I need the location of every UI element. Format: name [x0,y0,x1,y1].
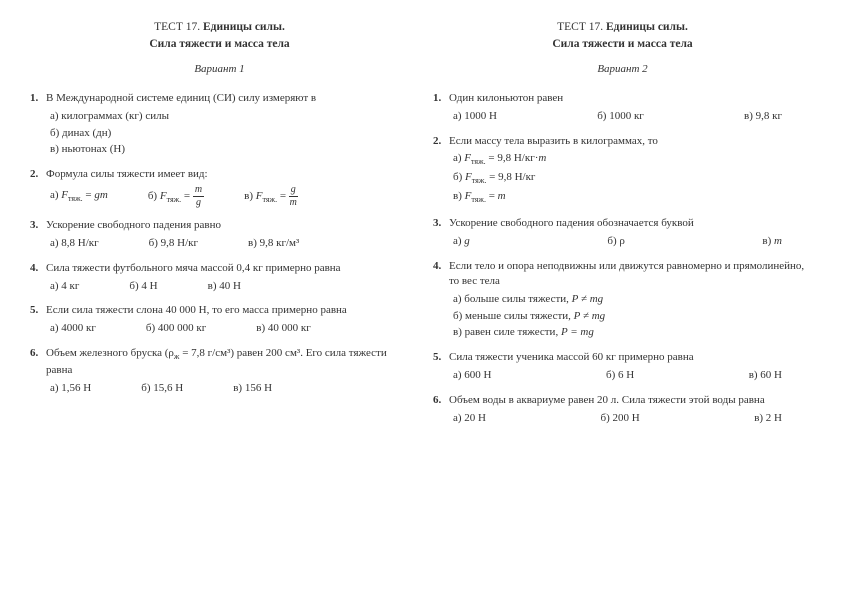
q-number: 3. [30,218,46,251]
test-title-line: ТЕСТ 17. Единицы силы. [433,20,812,36]
option-c: в) 9,8 кг/м³ [248,236,299,251]
q-text: Ускорение свободного падения равно [46,218,409,233]
option-c: в) 9,8 кг [744,109,782,124]
q-text: Если массу тела выразить в килограммах, … [449,134,812,149]
test-label: ТЕСТ 17. [154,21,200,33]
options: а) больше силы тяжести, P ≠ mg б) меньше… [449,292,812,341]
q-text: Один килоньютон равен [449,91,812,106]
right-q1: 1. Один килоньютон равен а) 1000 Н б) 10… [433,91,812,124]
option-b: б) Fтяж. = 9,8 Н/кг [453,170,812,187]
q-number: 5. [433,350,449,383]
right-variant: Вариант 2 [433,62,812,77]
option-a: а) 20 Н [453,411,486,426]
q-text: Если сила тяжести слона 40 000 Н, то его… [46,303,409,318]
options: а) килограммах (кг) силы б) динах (дн) в… [46,109,409,158]
option-a: а) килограммах (кг) силы [50,109,409,124]
right-q2: 2. Если массу тела выразить в килограмма… [433,134,812,207]
left-column: ТЕСТ 17. Единицы силы. Сила тяжести и ма… [18,20,421,575]
option-a: а) 4000 кг [50,321,96,336]
options: а) 600 Н б) 6 Н в) 60 Н [449,368,812,383]
option-b: б) динах (дн) [50,126,409,141]
left-q6: 6. Объем железного бруска (ρж = 7,8 г/см… [30,346,409,396]
left-q2: 2. Формула силы тяжести имеет вид: а) Fт… [30,167,409,208]
q-number: 6. [433,393,449,426]
options: а) 1,56 Н б) 15,6 Н в) 156 Н [46,381,409,396]
left-header: ТЕСТ 17. Единицы силы. Сила тяжести и ма… [30,20,409,52]
formula-options: а) Fтяж. = gm б) Fтяж. = mg в) Fтяж. = g… [46,185,409,208]
left-q5: 5. Если сила тяжести слона 40 000 Н, то … [30,303,409,336]
options: а) g б) ρ в) m [449,234,812,249]
option-b: б) 6 Н [606,368,634,383]
q-number: 2. [30,167,46,208]
test-label: ТЕСТ 17. [557,21,603,33]
option-a: а) 1,56 Н [50,381,91,396]
subtitle: Сила тяжести и масса тела [433,37,812,53]
option-b: б) 400 000 кг [146,321,206,336]
q-text: Если тело и опора неподвижны или движутс… [449,259,812,289]
option-a: а) больше силы тяжести, P ≠ mg [453,292,812,307]
right-column: ТЕСТ 17. Единицы силы. Сила тяжести и ма… [421,20,824,575]
options: а) 1000 Н б) 1000 кг в) 9,8 кг [449,109,812,124]
right-q5: 5. Сила тяжести ученика массой 60 кг при… [433,350,812,383]
option-c: в) 156 Н [233,381,272,396]
q-text: Сила тяжести футбольного мяча массой 0,4… [46,261,409,276]
q-text: Ускорение свободного падения обозначаетс… [449,216,812,231]
option-c: в) равен силе тяжести, P = mg [453,325,812,340]
test-title-line: ТЕСТ 17. Единицы силы. [30,20,409,36]
right-q3: 3. Ускорение свободного падения обознача… [433,216,812,249]
option-b: б) ρ [607,234,625,249]
option-c: в) 2 Н [754,411,782,426]
right-q6: 6. Объем воды в аквариуме равен 20 л. Си… [433,393,812,426]
left-q3: 3. Ускорение свободного падения равно а)… [30,218,409,251]
subtitle: Сила тяжести и масса тела [30,37,409,53]
q-number: 2. [433,134,449,207]
option-c: в) Fтяж. = gm [244,185,298,208]
right-header: ТЕСТ 17. Единицы силы. Сила тяжести и ма… [433,20,812,52]
q-number: 4. [30,261,46,294]
options: а) 4000 кг б) 400 000 кг в) 40 000 кг [46,321,409,336]
option-b: б) меньше силы тяжести, P ≠ mg [453,309,812,324]
q-text: Сила тяжести ученика массой 60 кг пример… [449,350,812,365]
left-q1: 1. В Международной системе единиц (СИ) с… [30,91,409,157]
q-number: 1. [433,91,449,124]
q-number: 1. [30,91,46,157]
option-b: б) 4 Н [129,279,157,294]
q-number: 5. [30,303,46,336]
option-a: а) 1000 Н [453,109,497,124]
option-b: б) 9,8 Н/кг [149,236,198,251]
option-a: а) Fтяж. = 9,8 Н/кг·m [453,151,812,168]
option-a: а) 600 Н [453,368,492,383]
option-b: б) 15,6 Н [141,381,183,396]
option-c: в) 60 Н [749,368,782,383]
options: а) 8,8 Н/кг б) 9,8 Н/кг в) 9,8 кг/м³ [46,236,409,251]
option-b: б) Fтяж. = mg [148,185,204,208]
q-number: 6. [30,346,46,396]
left-variant: Вариант 1 [30,62,409,77]
options: а) 20 Н б) 200 Н в) 2 Н [449,411,812,426]
option-a: а) g [453,234,470,249]
option-c: в) 40 000 кг [256,321,310,336]
option-c: в) ньютонах (Н) [50,142,409,157]
option-b: б) 1000 кг [597,109,644,124]
q-text: Объем воды в аквариуме равен 20 л. Сила … [449,393,812,408]
q-text: В Международной системе единиц (СИ) силу… [46,91,409,106]
option-b: б) 200 Н [600,411,639,426]
option-c: в) 40 Н [208,279,241,294]
option-c: в) m [762,234,782,249]
title-main: Единицы силы. [606,21,688,33]
title-main: Единицы силы. [203,21,285,33]
option-c: в) Fтяж. = m [453,189,812,206]
option-a: а) 4 кг [50,279,79,294]
q-number: 3. [433,216,449,249]
q-text: Формула силы тяжести имеет вид: [46,167,409,182]
right-q4: 4. Если тело и опора неподвижны или движ… [433,259,812,340]
q-number: 4. [433,259,449,340]
options: а) 4 кг б) 4 Н в) 40 Н [46,279,409,294]
option-a: а) Fтяж. = gm [50,188,108,205]
options: а) Fтяж. = 9,8 Н/кг·m б) Fтяж. = 9,8 Н/к… [449,151,812,206]
q-text: Объем железного бруска (ρж = 7,8 г/см³) … [46,346,409,378]
left-q4: 4. Сила тяжести футбольного мяча массой … [30,261,409,294]
option-a: а) 8,8 Н/кг [50,236,99,251]
